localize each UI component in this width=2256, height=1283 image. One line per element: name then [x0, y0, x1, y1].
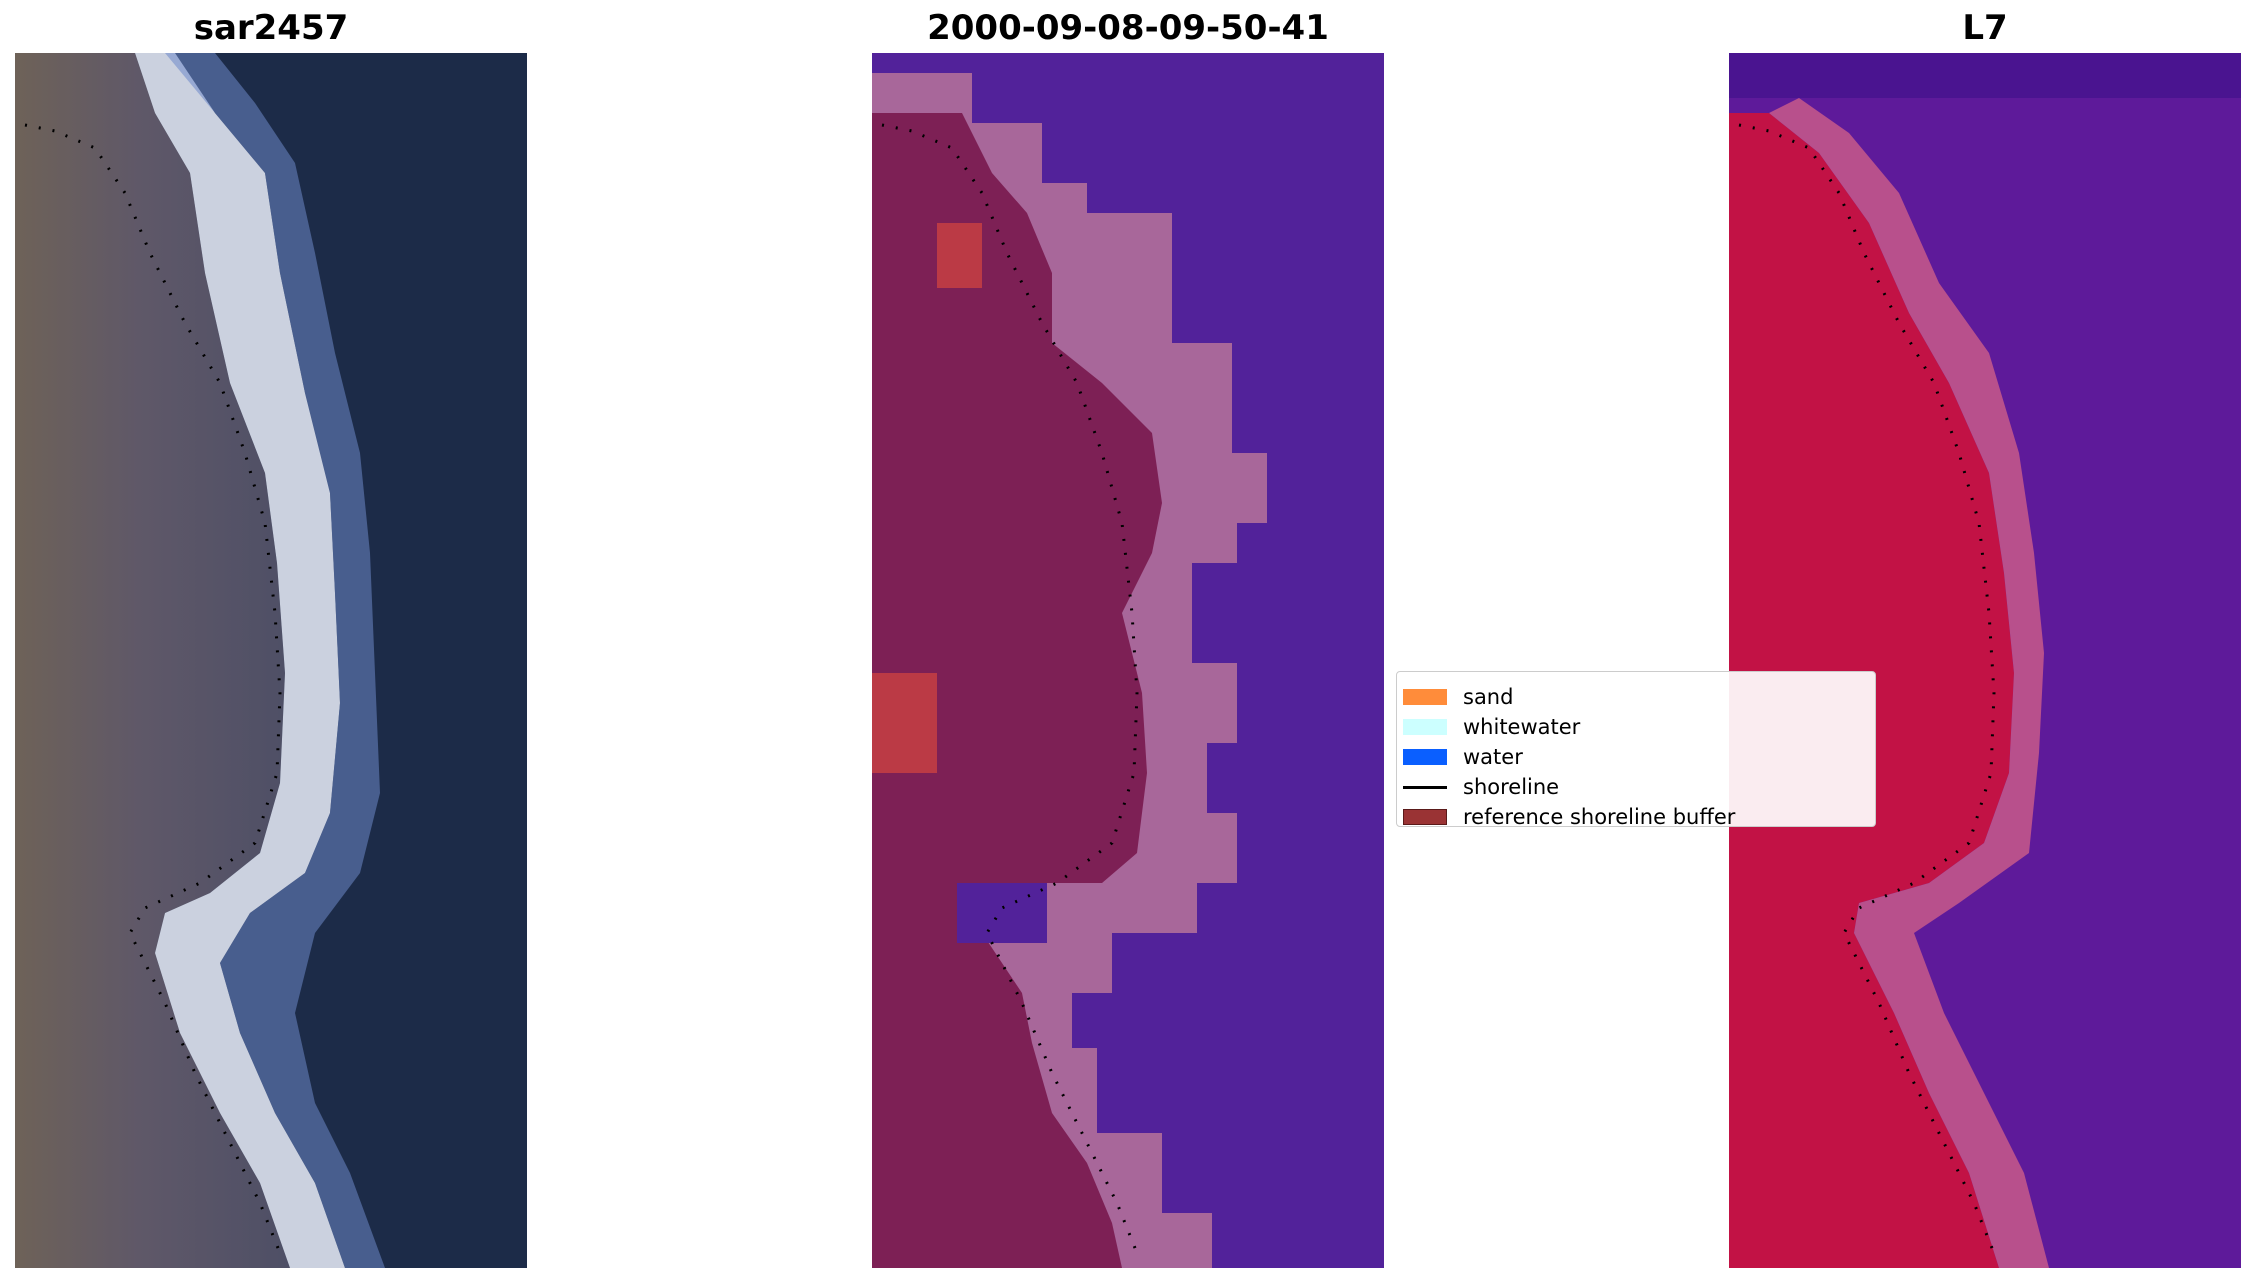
whitewater-swatch — [1403, 719, 1447, 735]
classified-image — [872, 53, 1384, 1268]
legend-item-sand: sand — [1403, 682, 1513, 712]
panel-title-false-color: L7 — [1962, 8, 2008, 48]
legend-item-whitewater: whitewater — [1403, 712, 1580, 742]
panel-title-classified: 2000-09-08-09-50-41 — [927, 8, 1329, 48]
panel-title-rgb: sar2457 — [193, 8, 349, 48]
water-swatch — [1403, 749, 1447, 765]
legend-label: water — [1463, 745, 1523, 769]
legend-item-reference-buffer: reference shoreline buffer — [1403, 802, 1735, 832]
legend-label: shoreline — [1463, 775, 1560, 799]
legend: sand whitewater water shoreline referenc… — [1396, 671, 1876, 829]
reference-buffer-swatch — [1403, 809, 1447, 825]
legend-item-water: water — [1403, 742, 1523, 772]
legend-label: reference shoreline buffer — [1463, 805, 1736, 829]
sand-swatch — [1403, 689, 1447, 705]
legend-label: sand — [1463, 685, 1514, 709]
rgb-satellite-image — [15, 53, 527, 1268]
legend-item-shoreline: shoreline — [1403, 772, 1559, 802]
shoreline-line-swatch — [1403, 785, 1447, 789]
legend-label: whitewater — [1463, 715, 1581, 739]
false-color-image — [1729, 53, 2241, 1268]
